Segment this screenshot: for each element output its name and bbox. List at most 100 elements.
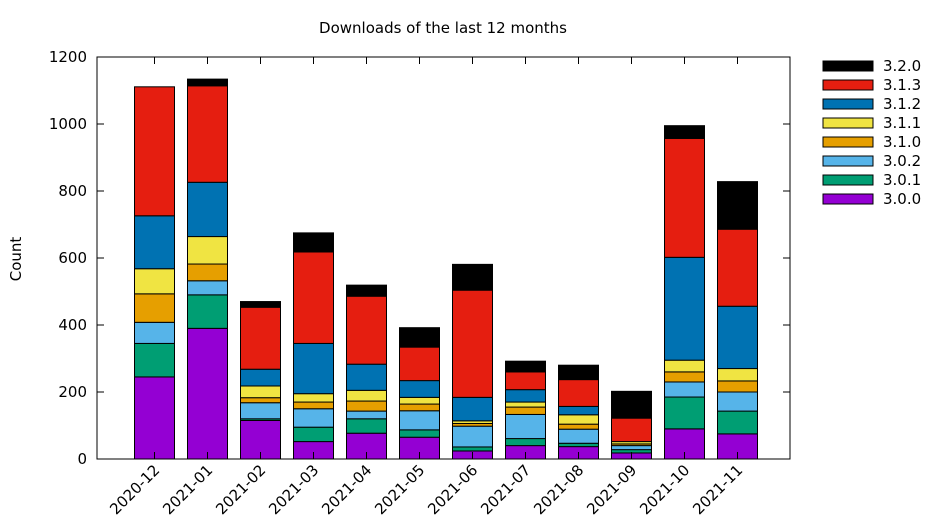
x-tick-label: 2021-02 — [212, 461, 269, 518]
bar-segment-2021-08-3.1.2 — [558, 405, 599, 416]
bar-segment-2020-12-3.0.2 — [134, 321, 175, 344]
legend-swatch-3.0.2 — [822, 155, 874, 167]
bar-segment-2021-05-3.1.0 — [399, 403, 440, 412]
bar-segment-2021-04-3.0.2 — [346, 410, 387, 420]
x-tick-label: 2021-04 — [318, 461, 375, 518]
x-tick-label: 2021-11 — [689, 461, 746, 518]
bar-segment-2021-06-3.2.0 — [452, 263, 493, 291]
bar-segment-2021-04-3.1.3 — [346, 295, 387, 365]
bar-segment-2021-03-3.0.1 — [293, 426, 334, 443]
bar-segment-2020-12-3.0.1 — [134, 342, 175, 378]
y-axis-label: Count — [7, 237, 25, 282]
legend-label: 3.2.0 — [883, 57, 921, 75]
legend-swatch-3.0.1 — [822, 174, 874, 186]
bar-segment-2021-05-3.1.2 — [399, 380, 440, 398]
bar-segment-2021-11-3.1.2 — [717, 305, 758, 370]
bar-segment-2021-07-3.1.3 — [505, 371, 546, 391]
bar-segment-2021-04-3.2.0 — [346, 284, 387, 297]
legend-swatch-3.1.0 — [822, 136, 874, 148]
bar-segment-2021-02-3.1.2 — [240, 368, 281, 387]
bar-segment-2021-09-3.0.2 — [611, 445, 652, 451]
y-tick-label: 0 — [77, 450, 87, 468]
bar-segment-2021-03-3.1.1 — [293, 393, 334, 403]
bar-segment-2021-07-3.2.0 — [505, 360, 546, 373]
bar-segment-2021-11-3.2.0 — [717, 181, 758, 230]
bar-segment-2021-08-3.0.1 — [558, 442, 599, 448]
bar-segment-2021-04-3.1.0 — [346, 400, 387, 412]
legend-swatch-3.1.3 — [822, 79, 874, 91]
x-tick-label: 2021-06 — [424, 461, 481, 518]
x-tick-label: 2021-01 — [159, 461, 216, 518]
bar-segment-2021-08-3.1.1 — [558, 414, 599, 425]
plot-area — [96, 56, 791, 460]
bar-segment-2021-08-3.2.0 — [558, 364, 599, 381]
bar-segment-2021-10-3.1.1 — [664, 359, 705, 373]
x-tick-label: 2021-09 — [583, 461, 640, 518]
bar-segment-2021-06-3.0.2 — [452, 425, 493, 448]
bar-segment-2021-02-3.0.2 — [240, 402, 281, 420]
bar-segment-2021-07-3.1.0 — [505, 406, 546, 415]
bar-segment-2021-01-3.0.1 — [187, 294, 228, 329]
legend-label: 3.1.1 — [883, 114, 921, 132]
bar-segment-2020-12-3.1.2 — [134, 215, 175, 270]
bar-segment-2021-11-3.1.3 — [717, 228, 758, 307]
bar-segment-2021-04-3.1.1 — [346, 389, 387, 402]
bar-segment-2021-04-3.1.2 — [346, 363, 387, 391]
chart-title: Downloads of the last 12 months — [319, 19, 567, 37]
bar-segment-2021-11-3.0.1 — [717, 410, 758, 435]
bar-segment-2021-08-3.1.3 — [558, 379, 599, 407]
bar-segment-2021-10-3.0.2 — [664, 381, 705, 398]
bar-segment-2021-06-3.1.3 — [452, 289, 493, 398]
legend-label: 3.1.2 — [883, 95, 921, 113]
x-tick-label: 2021-03 — [265, 461, 322, 518]
bar-segment-2021-08-3.0.2 — [558, 428, 599, 444]
bar-segment-2021-07-3.1.2 — [505, 389, 546, 403]
legend-label: 3.1.3 — [883, 76, 921, 94]
legend-label: 3.0.0 — [883, 190, 921, 208]
bar-segment-2021-11-3.1.1 — [717, 368, 758, 382]
bar-segment-2021-03-3.0.2 — [293, 408, 334, 428]
bar-segment-2021-09-3.2.0 — [611, 390, 652, 419]
bar-segment-2021-06-3.0.1 — [452, 446, 493, 452]
legend-label: 3.1.0 — [883, 133, 921, 151]
bar-segment-2021-10-3.1.3 — [664, 137, 705, 258]
bar-segment-2021-01-3.0.0 — [187, 327, 228, 460]
bar-segment-2021-02-3.1.1 — [240, 385, 281, 399]
x-tick-label: 2021-07 — [477, 461, 534, 518]
y-tick-label: 200 — [58, 383, 87, 401]
bar-segment-2021-10-3.1.0 — [664, 371, 705, 383]
legend-label: 3.0.2 — [883, 152, 921, 170]
bar-segment-2021-01-3.2.0 — [187, 78, 228, 87]
bar-segment-2021-05-3.1.3 — [399, 346, 440, 382]
bar-segment-2020-12-3.0.0 — [134, 376, 175, 460]
bar-segment-2021-01-3.1.2 — [187, 181, 228, 238]
y-tick-label: 400 — [58, 316, 87, 334]
y-axis: 0 200 400 600 800 1000 1200 — [49, 48, 790, 468]
bar-segment-2021-04-3.0.1 — [346, 418, 387, 434]
bar-segment-2021-08-3.1.0 — [558, 423, 599, 430]
x-tick-label: 2021-08 — [530, 461, 587, 518]
bar-segment-2021-05-3.1.1 — [399, 396, 440, 405]
legend-swatch-3.1.2 — [822, 98, 874, 110]
bar-segment-2021-03-3.2.0 — [293, 232, 334, 253]
bar-segment-2021-11-3.0.2 — [717, 391, 758, 412]
bar-segment-2021-10-3.1.2 — [664, 256, 705, 361]
legend-label: 3.0.1 — [883, 171, 921, 189]
y-tick-label: 1200 — [49, 48, 87, 66]
bar-segment-2021-10-3.0.1 — [664, 396, 705, 430]
bar-segment-2021-05-3.0.2 — [399, 410, 440, 431]
bar-segment-2021-05-3.2.0 — [399, 327, 440, 348]
bar-segment-2021-07-3.0.1 — [505, 438, 546, 447]
bar-segment-2021-02-3.2.0 — [240, 301, 281, 308]
bar-segment-2020-12-3.1.3 — [134, 86, 175, 217]
x-tick-label: 2020-12 — [106, 461, 163, 518]
x-tick-label: 2021-05 — [371, 461, 428, 518]
y-tick-label: 1000 — [49, 115, 87, 133]
bar-segment-2021-01-3.1.0 — [187, 263, 228, 282]
legend: 3.2.03.1.33.1.23.1.13.1.03.0.23.0.13.0.0 — [822, 57, 921, 208]
bar-segment-2021-07-3.1.1 — [505, 401, 546, 408]
bar-segment-2021-05-3.0.1 — [399, 429, 440, 438]
bar-segment-2021-11-3.1.0 — [717, 380, 758, 393]
y-tick-label: 600 — [58, 249, 87, 267]
